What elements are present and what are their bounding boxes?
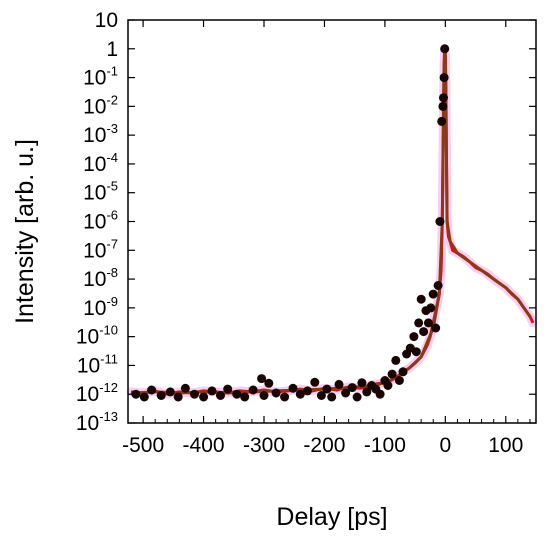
series-2-point — [271, 388, 281, 398]
y-tick-label: 10-12 — [76, 380, 118, 406]
y-tick-exponent: -3 — [106, 121, 118, 136]
series-2-point — [426, 303, 436, 313]
series-2-point — [428, 289, 438, 299]
series-2-point — [416, 294, 426, 304]
y-tick-exponent: -10 — [99, 323, 118, 338]
series-2-point — [357, 378, 367, 388]
series-2-point — [180, 383, 190, 393]
x-tick-label: -200 — [303, 434, 345, 457]
y-tick-label: 10-9 — [83, 294, 118, 320]
y-tick-exponent: -2 — [106, 92, 118, 107]
series-2-point — [438, 101, 448, 111]
series-2-point — [398, 367, 408, 377]
series-2-point — [257, 374, 267, 384]
series-2-point — [207, 386, 217, 396]
y-tick-label: 1 — [106, 38, 118, 61]
x-tick-label: 100 — [488, 434, 523, 457]
y-tick-label: 10-11 — [77, 351, 118, 377]
series-0-halo — [126, 44, 538, 399]
y-tick-label: 10-5 — [83, 179, 118, 205]
series-2-point — [362, 387, 372, 397]
series-2-point — [288, 383, 298, 393]
x-tick-label: -400 — [183, 434, 225, 457]
series-2-point — [295, 389, 305, 399]
series-2-point — [248, 385, 258, 395]
series-2-point — [409, 332, 419, 342]
series-2-point — [437, 116, 447, 126]
data-layer — [126, 44, 538, 402]
series-2-point — [394, 376, 404, 385]
series-2-point — [435, 217, 445, 226]
y-tick-exponent: -11 — [100, 351, 118, 366]
series-2-point — [303, 386, 312, 396]
series-2-point — [347, 383, 357, 393]
series-2-point — [433, 281, 443, 290]
y-tick-exponent: -1 — [106, 64, 118, 79]
series-2-point — [352, 392, 362, 402]
plot-frame — [127, 19, 537, 424]
tick-layer: -500 -400 -300 -200 -100 0 100 10 1 10-110-2 10-3 1… — [76, 9, 536, 457]
series-2-point — [147, 385, 157, 395]
series-2-point — [173, 392, 183, 402]
series-2-point — [199, 392, 209, 402]
y-tick-exponent: -13 — [99, 409, 118, 424]
series-2-point — [334, 379, 344, 389]
series-2-point — [232, 389, 242, 399]
x-tick-label: -100 — [364, 434, 406, 457]
series-2-point — [387, 369, 397, 379]
y-tick-exponent: -12 — [99, 380, 118, 395]
y-tick-label: 10-10 — [76, 323, 118, 349]
y-tick-exponent: -4 — [106, 150, 118, 165]
series-2-point — [423, 318, 433, 328]
y-tick-label: 10-6 — [83, 208, 118, 234]
y-tick-label: 10-2 — [83, 92, 118, 118]
series-2-point — [156, 391, 166, 400]
series-2-point — [341, 388, 351, 398]
y-tick-exponent: -7 — [106, 236, 118, 251]
series-2-point — [383, 381, 393, 390]
series-2-point — [280, 392, 290, 402]
y-tick-exponent: -6 — [106, 208, 118, 223]
series-2-point — [322, 384, 332, 394]
y-tick-label: 10-13 — [76, 409, 118, 435]
x-axis-title: Delay [ps] — [276, 503, 387, 531]
y-axis-title: Intensity [arb. u.] — [11, 139, 39, 324]
x-tick-label: -300 — [243, 434, 285, 457]
y-tick-label: 10-8 — [83, 265, 118, 291]
x-tick-label: -500 — [122, 434, 164, 457]
series-2-point — [414, 318, 424, 328]
series-2-point — [240, 392, 250, 402]
series-2-point — [327, 392, 337, 402]
y-tick-exponent: -5 — [106, 179, 118, 194]
y-tick-label: 10 — [95, 9, 118, 32]
series-2-point — [216, 391, 225, 400]
series-2-point — [165, 387, 175, 397]
y-tick-exponent: -9 — [106, 294, 118, 309]
series-2-point — [411, 347, 421, 357]
y-tick-label: 10-7 — [83, 236, 118, 262]
series-2-point — [440, 44, 450, 54]
y-tick-label: 10-1 — [83, 64, 118, 90]
series-2-point — [419, 327, 429, 337]
series-2-point — [439, 73, 449, 83]
series-2-point — [131, 389, 141, 399]
y-tick-label: 10-3 — [83, 121, 118, 147]
series-1-line — [130, 47, 532, 395]
series-2-point — [375, 389, 385, 399]
x-tick-label: 0 — [439, 434, 451, 457]
y-tick-exponent: -8 — [106, 265, 118, 280]
series-2-point — [391, 355, 401, 365]
series-2-point — [139, 392, 149, 402]
series-2-point — [264, 378, 274, 388]
series-2-point — [431, 323, 441, 333]
series-2-point — [439, 93, 448, 103]
y-tick-label: 10-4 — [83, 150, 118, 176]
series-2-point — [310, 377, 320, 387]
series-2-point — [223, 384, 233, 394]
series-0-line — [130, 47, 535, 396]
series-2-point — [259, 391, 269, 400]
series-2-point — [316, 391, 326, 400]
series-2-point — [190, 389, 199, 399]
